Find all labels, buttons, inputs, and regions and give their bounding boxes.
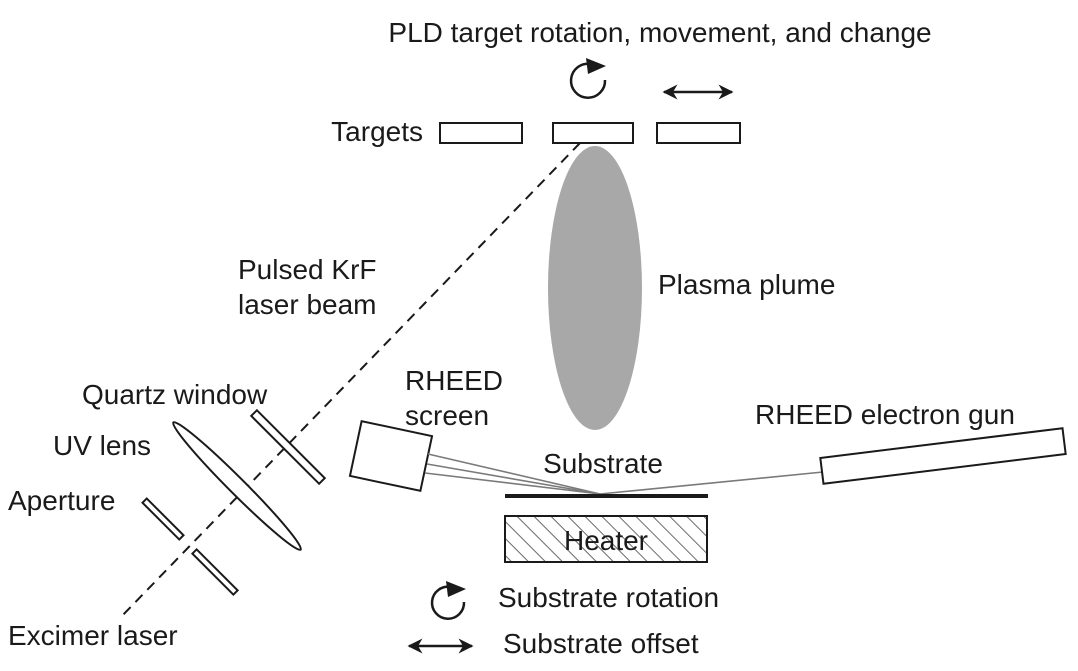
substrate-rotation-icon <box>430 581 466 620</box>
heater <box>504 515 708 563</box>
aperture-label: Aperture <box>8 485 115 516</box>
rheed-electron-gun <box>819 427 1067 485</box>
quartz-window-label: Quartz window <box>82 379 268 410</box>
target-center <box>552 122 634 144</box>
substrate-label: Substrate <box>543 448 663 479</box>
uv-lens-label: UV lens <box>53 430 151 461</box>
target-right <box>656 122 741 144</box>
diagram-title: PLD target rotation, movement, and chang… <box>388 17 931 48</box>
laser-beam-label-line1: Pulsed KrF <box>238 254 377 285</box>
rheed-screen-label-line1: RHEED <box>405 365 503 396</box>
incident-electron-beam <box>599 471 824 495</box>
uv-lens <box>172 421 302 551</box>
plasma-plume-label: Plasma plume <box>658 269 835 300</box>
targets-label: Targets <box>331 116 423 147</box>
rheed-electron-gun-label: RHEED electron gun <box>755 399 1015 430</box>
target-rotation-icon <box>569 58 607 99</box>
substrate-rotation-label: Substrate rotation <box>498 582 719 613</box>
diffracted-electron-beams <box>424 453 601 495</box>
heater-label: Heater <box>564 525 648 556</box>
excimer-laser-label: Excimer laser <box>8 620 178 651</box>
quartz-window <box>249 408 327 486</box>
aperture-blade-upper <box>141 497 185 541</box>
rheed-screen <box>348 419 434 493</box>
substrate-offset-label: Substrate offset <box>503 628 699 659</box>
aperture-blade-lower <box>190 547 240 597</box>
target-left <box>439 122 523 144</box>
plasma-plume <box>548 146 642 430</box>
rheed-screen-label-line2: screen <box>405 400 489 431</box>
laser-beam-label-line2: laser beam <box>238 289 377 320</box>
laser-beam <box>119 142 581 619</box>
